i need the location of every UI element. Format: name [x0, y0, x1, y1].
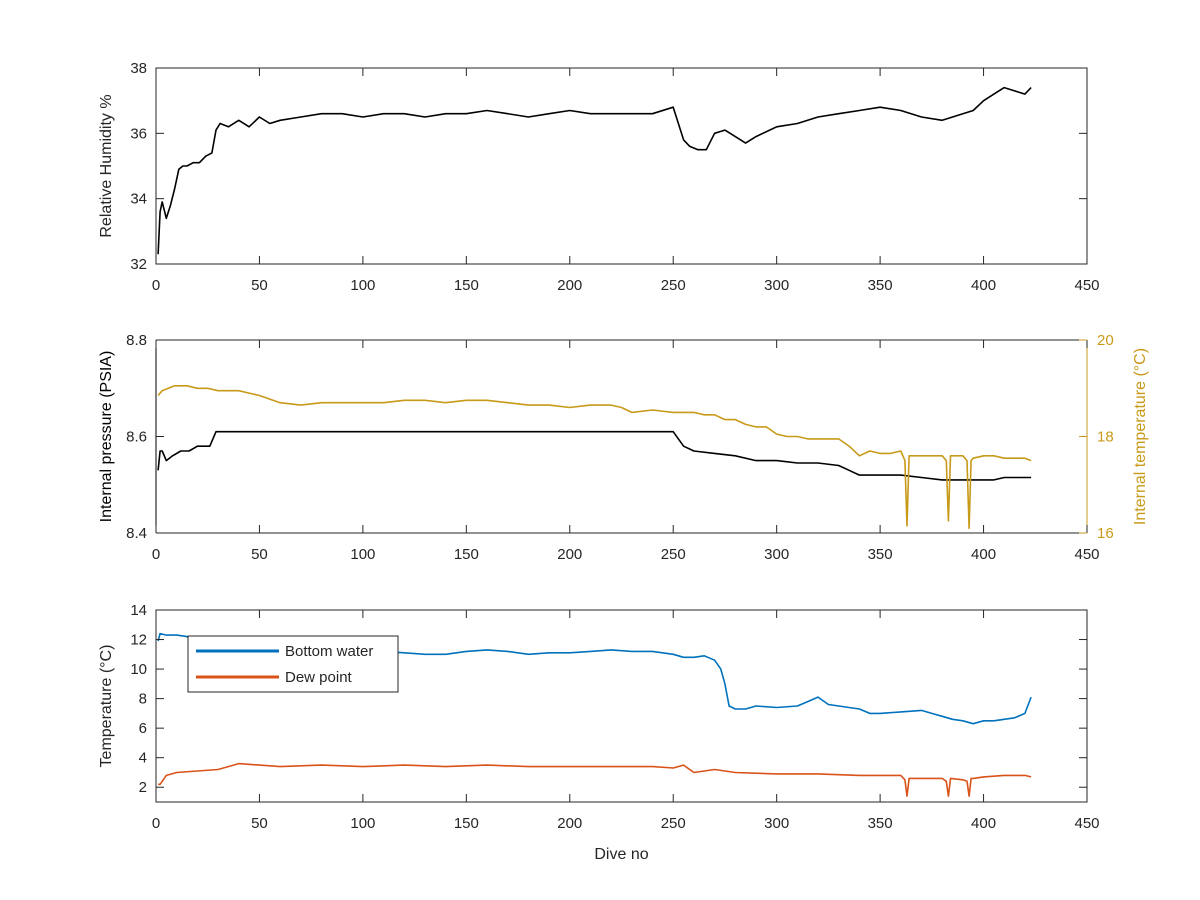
x-tick-label: 250 [661, 546, 686, 563]
data-lines [157, 86, 1032, 255]
x-tick-label: 350 [868, 546, 893, 563]
y-tick-label: 32 [130, 256, 147, 273]
y2-tick-label: 20 [1097, 332, 1114, 349]
x-tick-label: 100 [350, 277, 375, 294]
x-tick-label: 150 [454, 546, 479, 563]
chart-panel-1: 0 50 100 150 200 250 300 350 400 450 32 34 36 38 Relat… [98, 60, 1100, 294]
y-tick-label: 8.4 [126, 525, 147, 542]
y2-axis-label: Internal temperature (°C) [1132, 348, 1149, 525]
y-tick-label: 14 [130, 602, 147, 619]
legend-label-dew-point: Dew point [285, 669, 353, 686]
y-tick-label: 6 [139, 720, 147, 737]
x-tick-label: 450 [1074, 277, 1099, 294]
x-axis-label: Dive no [594, 846, 648, 863]
plot-frame [155, 609, 1088, 803]
y-tick-label: 10 [130, 661, 147, 678]
series-2-line [157, 384, 1032, 530]
x-tick-label: 250 [661, 815, 686, 832]
x-tick-label: 300 [764, 277, 789, 294]
y-tick-label: 12 [130, 632, 147, 649]
y-axis-label: Relative Humidity % [98, 94, 115, 237]
legend-box [187, 635, 399, 693]
legend-label-bottom-water: Bottom water [285, 643, 373, 660]
x-tick-label: 0 [152, 277, 160, 294]
chart-panel-2: 0 50 100 150 200 250 300 350 400 450 8.4 8.6 8.8 16 18… [98, 332, 1149, 563]
x-tick-label: 100 [350, 815, 375, 832]
y-tick-label: 8.8 [126, 332, 147, 349]
x-tick-label: 50 [251, 815, 268, 832]
x-tick-label: 0 [152, 815, 160, 832]
x-tick-label: 400 [971, 277, 996, 294]
x-tick-label: 200 [557, 546, 582, 563]
series-1-line [157, 86, 1032, 255]
dew-point-line [158, 762, 1032, 797]
data-lines [157, 384, 1032, 530]
x-tick-label: 200 [557, 815, 582, 832]
x-tick-label: 350 [868, 277, 893, 294]
y-tick-label: 38 [130, 60, 147, 77]
y-tick-label: 2 [139, 779, 147, 796]
y2-tick-label: 16 [1097, 525, 1114, 542]
x-tick-label: 350 [868, 815, 893, 832]
x-tick-label: 200 [557, 277, 582, 294]
series-1-line [157, 430, 1032, 481]
x-tick-label: 450 [1074, 546, 1099, 563]
x-tick-label: 300 [764, 546, 789, 563]
plot-frame [155, 67, 1088, 265]
y-tick-label: 34 [130, 191, 147, 208]
x-tick-label: 150 [454, 277, 479, 294]
x-tick-label: 100 [350, 546, 375, 563]
x-tick-label: 50 [251, 546, 268, 563]
chart-panel-3: 0 50 100 150 200 250 300 350 400 450 2 4 6 8 10 12 14 Tem… [98, 602, 1100, 863]
x-tick-label: 0 [152, 546, 160, 563]
x-tick-label: 50 [251, 277, 268, 294]
legend: Bottom water Dew point [187, 635, 399, 693]
y-axis-label: Temperature (°C) [98, 645, 115, 768]
y-axis-label: Internal pressure (PSIA) [98, 351, 115, 523]
y-tick-label: 36 [130, 125, 147, 142]
x-tick-label: 150 [454, 815, 479, 832]
y-tick-label: 8 [139, 691, 147, 708]
x-tick-label: 250 [661, 277, 686, 294]
x-tick-label: 400 [971, 815, 996, 832]
y2-tick-label: 18 [1097, 429, 1114, 446]
x-tick-label: 300 [764, 815, 789, 832]
x-tick-label: 450 [1074, 815, 1099, 832]
y-tick-label: 8.6 [126, 429, 147, 446]
y-tick-label: 4 [139, 750, 147, 767]
x-tick-label: 400 [971, 546, 996, 563]
